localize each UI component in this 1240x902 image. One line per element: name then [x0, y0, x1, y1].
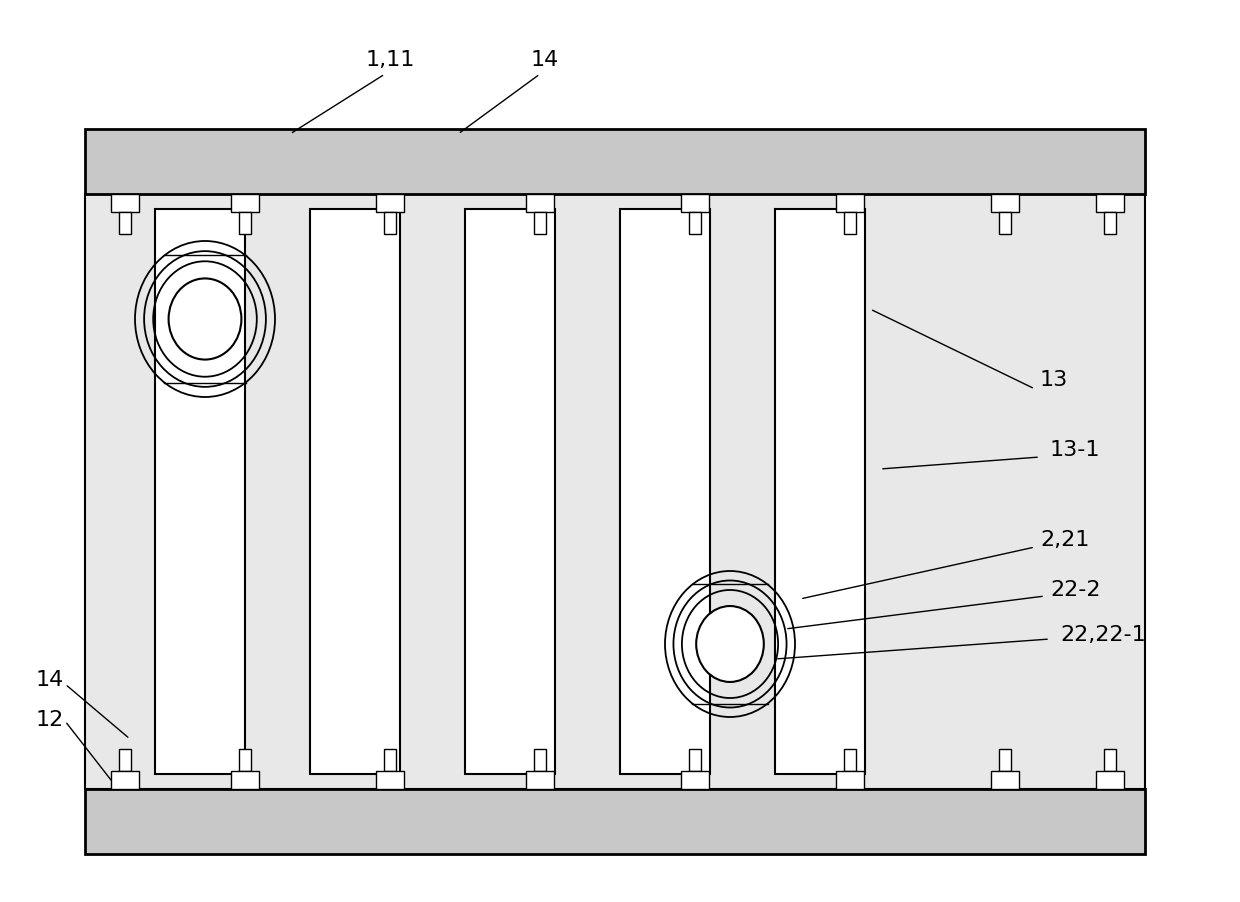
Bar — [999, 750, 1011, 771]
Text: 13-1: 13-1 — [1050, 439, 1101, 459]
Text: 22,22-1: 22,22-1 — [1060, 624, 1146, 644]
Bar — [465, 210, 556, 774]
Bar — [239, 750, 250, 771]
Bar — [534, 750, 546, 771]
Text: 13: 13 — [1040, 370, 1068, 390]
Bar — [112, 771, 139, 789]
Bar — [86, 130, 1145, 195]
Bar — [310, 210, 401, 774]
Bar — [681, 195, 709, 213]
Bar — [239, 213, 250, 235]
Bar — [526, 195, 554, 213]
Bar — [119, 213, 131, 235]
Bar — [681, 771, 709, 789]
Bar — [1104, 750, 1116, 771]
Ellipse shape — [169, 279, 242, 360]
Bar — [1096, 195, 1123, 213]
Bar — [620, 210, 711, 774]
Bar — [1096, 771, 1123, 789]
Bar — [1104, 213, 1116, 235]
Bar — [991, 195, 1019, 213]
Text: 22-2: 22-2 — [1050, 579, 1101, 599]
Bar — [844, 750, 856, 771]
Text: 1,11: 1,11 — [366, 50, 414, 70]
Bar — [836, 771, 864, 789]
Bar — [384, 750, 396, 771]
Bar — [836, 195, 864, 213]
Bar — [775, 210, 866, 774]
Bar — [376, 195, 404, 213]
Bar — [231, 195, 259, 213]
Bar — [155, 210, 246, 774]
Text: 2,21: 2,21 — [1040, 529, 1090, 549]
Bar — [999, 213, 1011, 235]
Bar — [86, 195, 1145, 789]
Bar — [689, 213, 701, 235]
Bar — [112, 195, 139, 213]
Bar — [689, 750, 701, 771]
Bar — [119, 750, 131, 771]
Bar — [86, 789, 1145, 854]
Bar — [991, 771, 1019, 789]
Bar — [844, 213, 856, 235]
Bar — [534, 213, 546, 235]
Bar — [376, 771, 404, 789]
Text: 12: 12 — [36, 709, 64, 729]
Bar — [526, 771, 554, 789]
Bar — [384, 213, 396, 235]
Bar — [231, 771, 259, 789]
Text: 14: 14 — [531, 50, 559, 70]
Ellipse shape — [696, 606, 764, 682]
Text: 14: 14 — [36, 669, 64, 689]
